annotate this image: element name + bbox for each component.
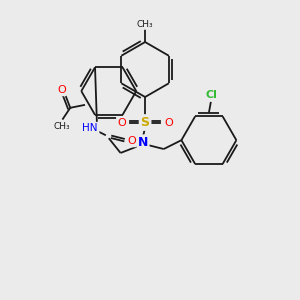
Text: CH₃: CH₃ bbox=[137, 20, 153, 29]
Text: Cl: Cl bbox=[206, 90, 218, 100]
Text: HN: HN bbox=[82, 123, 98, 134]
Text: O: O bbox=[127, 136, 136, 146]
Text: O: O bbox=[57, 85, 66, 95]
Text: O: O bbox=[164, 118, 173, 128]
Text: O: O bbox=[117, 118, 126, 128]
Text: S: S bbox=[141, 116, 150, 129]
Text: N: N bbox=[138, 136, 148, 148]
Text: CH₃: CH₃ bbox=[53, 122, 70, 131]
